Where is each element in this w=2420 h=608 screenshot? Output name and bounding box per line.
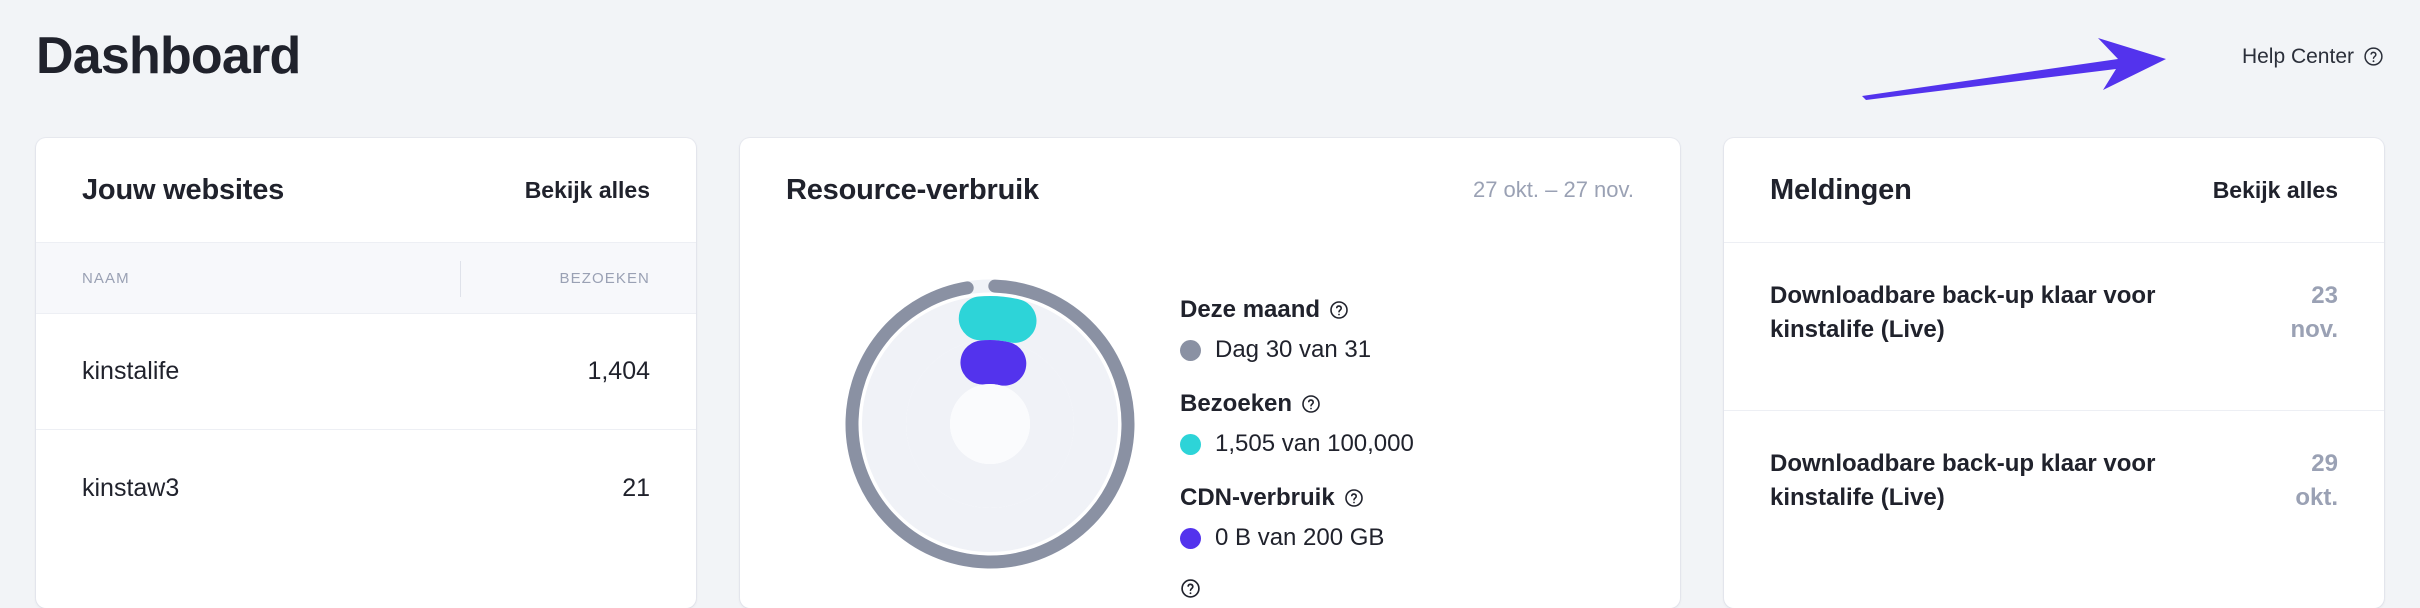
websites-table-header: NAAM BEZOEKEN — [36, 242, 696, 314]
legend-value-row: 1,505 van 100,000 — [1180, 430, 1634, 458]
notification-month: nov. — [2290, 316, 2338, 344]
website-visits: 1,404 — [587, 357, 650, 385]
website-name: kinstaw3 — [82, 473, 180, 502]
notification-text: Downloadbare back-up klaar voor kinstali… — [1770, 450, 2156, 512]
notification-date: 29 okt. — [2295, 447, 2338, 515]
list-item[interactable]: Downloadbare back-up klaar voor kinstali… — [1724, 410, 2384, 578]
resource-donut-chart — [840, 274, 1140, 574]
notifications-card-title: Meldingen — [1770, 173, 1912, 206]
resource-card-title: Resource-verbruik — [786, 173, 1039, 206]
legend-value-text: 0 B van 200 GB — [1215, 524, 1385, 551]
resource-usage-card: Resource-verbruik 27 okt. – 27 nov. — [740, 138, 1680, 608]
ring-deze-maand — [845, 279, 1135, 569]
question-circle-icon[interactable] — [1344, 488, 1364, 508]
notifications-view-all-link[interactable]: Bekijk alles — [2212, 176, 2338, 203]
question-circle-icon[interactable] — [1301, 394, 1321, 414]
legend-title-row: Bezoeken — [1180, 390, 1634, 418]
help-center-label: Help Center — [2241, 45, 2354, 68]
websites-card-title: Jouw websites — [82, 173, 285, 206]
legend-title-row: CDN-verbruik — [1180, 484, 1634, 512]
websites-card-header: Jouw websites Bekijk alles — [36, 138, 696, 242]
legend-swatch-cyan — [1180, 433, 1201, 455]
legend-title-text: Deze maand — [1180, 296, 1321, 323]
question-circle-icon[interactable] — [1329, 300, 1349, 320]
legend-value-text: 1,505 van 100,000 — [1215, 430, 1414, 457]
website-visits: 21 — [622, 473, 650, 502]
websites-view-all-link[interactable]: Bekijk alles — [524, 176, 650, 203]
column-divider — [460, 261, 461, 297]
ring-cdn-verbruik — [906, 339, 1074, 508]
page-header: Dashboard Help Center — [0, 0, 2420, 140]
question-circle-icon — [2363, 46, 2384, 67]
notification-text: Downloadbare back-up klaar voor kinstali… — [1770, 282, 2156, 344]
website-name: kinstalife — [82, 357, 180, 385]
ring-bezoeken — [862, 296, 1118, 552]
notification-day: 29 — [2311, 450, 2338, 477]
legend-group-deze-maand: Deze maand Dag 30 van 31 — [1180, 296, 1634, 364]
notifications-card-header: Meldingen Bekijk alles — [1724, 138, 2384, 242]
column-header-name: NAAM — [82, 269, 130, 287]
legend-swatch-gray — [1180, 339, 1201, 361]
notification-date: 23 nov. — [2290, 279, 2338, 347]
resource-card-header: Resource-verbruik 27 okt. – 27 nov. — [740, 138, 1680, 242]
dashboard-cards: Jouw websites Bekijk alles NAAM BEZOEKEN… — [36, 138, 2384, 608]
legend-title-row: Deze maand — [1180, 296, 1634, 324]
list-item[interactable]: Downloadbare back-up klaar voor kinstali… — [1724, 242, 2384, 410]
resource-card-body: Deze maand Dag 30 van 31 — [740, 242, 1680, 599]
legend-value-row: Dag 30 van 31 — [1180, 336, 1634, 364]
resource-legend: Deze maand Dag 30 van 31 — [1180, 260, 1634, 599]
notification-day: 23 — [2311, 282, 2338, 309]
legend-value-text: Dag 30 van 31 — [1215, 336, 1372, 363]
legend-swatch-purple — [1180, 527, 1201, 549]
legend-group-next-clipped — [1180, 578, 1634, 599]
legend-title-text: CDN-verbruik — [1180, 484, 1335, 511]
column-header-visits: BEZOEKEN — [559, 269, 650, 287]
question-circle-icon[interactable] — [1180, 578, 1201, 599]
legend-value-row: 0 B van 200 GB — [1180, 524, 1634, 552]
legend-group-cdn-verbruik: CDN-verbruik 0 B van 200 GB — [1180, 484, 1634, 552]
notifications-card: Meldingen Bekijk alles Downloadbare back… — [1724, 138, 2384, 608]
notification-month: okt. — [2295, 484, 2338, 512]
legend-title-text: Bezoeken — [1180, 390, 1293, 417]
page-title: Dashboard — [36, 27, 301, 85]
table-row[interactable]: kinstaw3 21 — [36, 430, 696, 546]
resource-date-range: 27 okt. – 27 nov. — [1472, 177, 1634, 202]
table-row[interactable]: kinstalife 1,404 — [36, 314, 696, 430]
websites-card: Jouw websites Bekijk alles NAAM BEZOEKEN… — [36, 138, 696, 608]
legend-group-bezoeken: Bezoeken 1,505 van 100,000 — [1180, 390, 1634, 458]
help-center-link[interactable]: Help Center — [2242, 46, 2384, 67]
